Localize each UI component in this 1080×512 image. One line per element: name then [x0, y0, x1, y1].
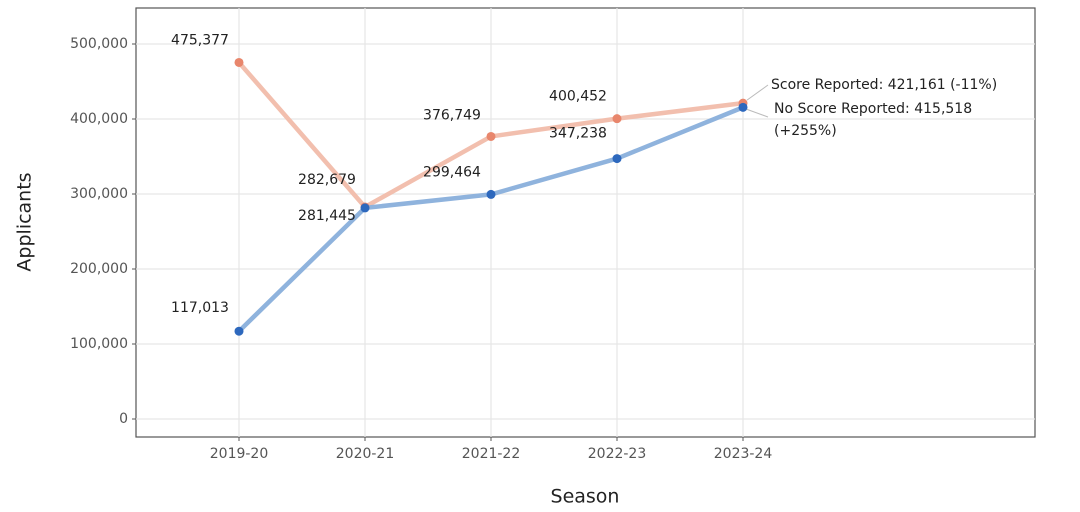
- data-point: [612, 114, 622, 124]
- annotation: Score Reported: 421,161 (-11%): [771, 77, 997, 93]
- annotation: (+255%): [774, 123, 837, 139]
- plot-area: [135, 7, 1036, 438]
- x-tick-label: 2021-22: [462, 446, 521, 462]
- x-axis-title: Season: [551, 486, 620, 508]
- data-label: 117,013: [171, 300, 229, 316]
- y-axis-title: Applicants: [14, 172, 36, 271]
- y-tick-label: 0: [119, 411, 128, 427]
- y-tick-label: 100,000: [70, 336, 128, 352]
- annotation-leader: [746, 84, 769, 101]
- data-label: 347,238: [549, 126, 607, 142]
- x-tick-label: 2022-23: [588, 446, 647, 462]
- x-tick-label: 2019-20: [210, 446, 269, 462]
- y-tick-label: 400,000: [70, 111, 128, 127]
- y-tick-label: 300,000: [70, 186, 128, 202]
- data-label: 400,452: [549, 89, 607, 105]
- y-tick-label: 500,000: [70, 36, 128, 52]
- data-point: [360, 203, 370, 213]
- y-tick-label: 200,000: [70, 261, 128, 277]
- data-point: [738, 102, 748, 112]
- data-point: [486, 189, 496, 199]
- data-label: 281,445: [298, 208, 356, 224]
- annotation: No Score Reported: 415,518: [774, 101, 972, 117]
- x-tick-label: 2020-21: [336, 446, 395, 462]
- data-label: 282,679: [298, 172, 356, 188]
- data-label: 475,377: [171, 32, 229, 48]
- data-point: [486, 131, 496, 141]
- data-label: 299,464: [423, 164, 481, 180]
- data-label: 376,749: [423, 107, 481, 123]
- x-tick-label: 2023-24: [714, 446, 773, 462]
- data-point: [234, 326, 244, 336]
- annotation-leader: [746, 108, 769, 118]
- data-point: [234, 57, 244, 67]
- data-point: [612, 154, 622, 164]
